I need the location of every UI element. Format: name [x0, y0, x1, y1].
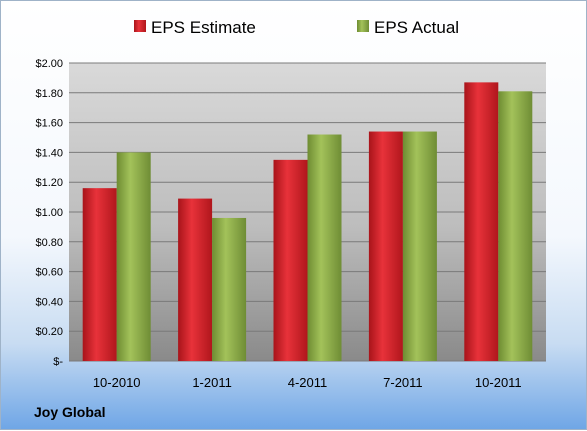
legend: EPS Estimate EPS Actual — [134, 18, 459, 37]
y-tick-label: $1.00 — [35, 207, 63, 219]
y-tick-label: $1.20 — [35, 177, 63, 189]
bar-estimate — [368, 131, 403, 361]
company-name: Joy Global — [34, 404, 106, 420]
legend-label-estimate: EPS Estimate — [151, 18, 256, 37]
legend-swatch-actual — [357, 20, 369, 32]
bars-group — [82, 82, 533, 362]
bar-actual — [212, 217, 247, 361]
y-axis: $- $0.20 $0.40 $0.60 $0.80 $1.00 $1.20 $1.40 $1.… — [35, 58, 63, 368]
y-tick-label: $2.00 — [35, 58, 63, 70]
legend-label-actual: EPS Actual — [374, 18, 459, 37]
bar-estimate — [273, 159, 308, 361]
y-tick-label: $0.40 — [35, 296, 63, 308]
bar-actual — [307, 134, 342, 361]
y-tick-label: $1.60 — [35, 118, 63, 130]
bar-actual — [402, 131, 437, 361]
x-axis: 10-2010 1-2011 4-2011 7-2011 10-2011 — [93, 375, 522, 390]
y-tick-label: $0.60 — [35, 267, 63, 279]
y-tick-label: $0.80 — [35, 237, 63, 249]
legend-swatch-estimate — [134, 20, 146, 32]
y-tick-label: $0.20 — [35, 326, 63, 338]
x-category-label: 1-2011 — [192, 375, 232, 390]
bar-estimate — [178, 198, 213, 361]
x-category-label: 10-2010 — [93, 375, 141, 390]
x-category-label: 4-2011 — [288, 375, 328, 390]
bar-actual — [116, 152, 151, 361]
bar-actual — [498, 91, 533, 361]
bar-estimate — [82, 188, 117, 361]
y-tick-label: $- — [53, 356, 63, 368]
y-tick-label: $1.80 — [35, 88, 63, 100]
x-category-label: 7-2011 — [383, 375, 423, 390]
y-tick-label: $1.40 — [35, 147, 63, 159]
bar-estimate — [464, 82, 499, 362]
x-category-label: 10-2011 — [475, 375, 522, 390]
